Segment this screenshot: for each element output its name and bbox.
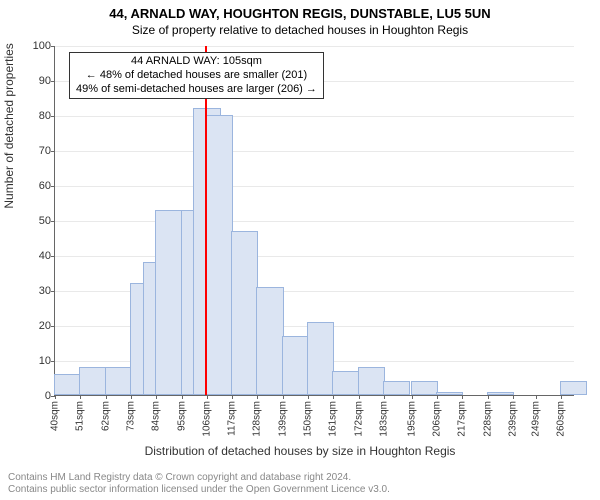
- xtick-mark: [131, 395, 132, 399]
- chart-container: 44, ARNALD WAY, HOUGHTON REGIS, DUNSTABL…: [0, 0, 600, 500]
- xtick-label: 128sqm: [252, 401, 263, 437]
- xtick-label: 260sqm: [556, 401, 567, 437]
- histogram-bar: [383, 381, 410, 395]
- xtick-mark: [412, 395, 413, 399]
- xtick-mark: [333, 395, 334, 399]
- xtick-label: 249sqm: [530, 401, 541, 437]
- xtick-mark: [488, 395, 489, 399]
- ytick-label: 40: [39, 250, 51, 262]
- ytick-mark: [51, 361, 55, 362]
- histogram-bar: [105, 367, 132, 395]
- histogram-bar: [206, 115, 233, 395]
- footer-attribution: Contains HM Land Registry data © Crown c…: [8, 472, 390, 496]
- ytick-mark: [51, 81, 55, 82]
- xtick-label: 183sqm: [379, 401, 390, 437]
- xtick-mark: [536, 395, 537, 399]
- xtick-mark: [437, 395, 438, 399]
- xtick-label: 139sqm: [277, 401, 288, 437]
- y-axis-label: Number of detached properties: [2, 43, 16, 208]
- annotation-line-2: ← 48% of detached houses are smaller (20…: [76, 69, 317, 83]
- xtick-label: 95sqm: [176, 401, 187, 431]
- xtick-mark: [156, 395, 157, 399]
- x-axis-label: Distribution of detached houses by size …: [0, 444, 600, 458]
- xtick-mark: [308, 395, 309, 399]
- xtick-mark: [384, 395, 385, 399]
- xtick-mark: [513, 395, 514, 399]
- gridline: [55, 256, 574, 257]
- xtick-label: 73sqm: [125, 401, 136, 431]
- xtick-label: 228sqm: [482, 401, 493, 437]
- ytick-label: 60: [39, 180, 51, 192]
- xtick-label: 106sqm: [201, 401, 212, 437]
- xtick-label: 62sqm: [100, 401, 111, 431]
- histogram-bar: [231, 231, 258, 396]
- gridline: [55, 46, 574, 47]
- histogram-bar: [436, 392, 463, 396]
- ytick-mark: [51, 186, 55, 187]
- xtick-label: 206sqm: [431, 401, 442, 437]
- xtick-mark: [55, 395, 56, 399]
- xtick-mark: [257, 395, 258, 399]
- ytick-label: 80: [39, 110, 51, 122]
- histogram-bar: [332, 371, 359, 396]
- histogram-bar: [487, 392, 514, 396]
- annotation-line-1: 44 ARNALD WAY: 105sqm: [76, 55, 317, 69]
- xtick-mark: [462, 395, 463, 399]
- histogram-bar: [256, 287, 283, 396]
- histogram-bar: [155, 210, 182, 396]
- xtick-label: 84sqm: [151, 401, 162, 431]
- xtick-label: 117sqm: [227, 401, 238, 436]
- annotation-line-3: 49% of semi-detached houses are larger (…: [76, 83, 317, 97]
- ytick-label: 10: [39, 355, 51, 367]
- ytick-label: 30: [39, 285, 51, 297]
- gridline: [55, 151, 574, 152]
- ytick-label: 70: [39, 145, 51, 157]
- xtick-label: 51sqm: [75, 401, 86, 431]
- xtick-mark: [359, 395, 360, 399]
- xtick-mark: [232, 395, 233, 399]
- xtick-label: 40sqm: [50, 401, 61, 431]
- xtick-label: 195sqm: [406, 401, 417, 437]
- xtick-label: 172sqm: [353, 401, 364, 437]
- xtick-mark: [561, 395, 562, 399]
- xtick-label: 161sqm: [328, 401, 339, 437]
- footer-line-2: Contains public sector information licen…: [8, 484, 390, 496]
- ytick-mark: [51, 256, 55, 257]
- ytick-label: 90: [39, 75, 51, 87]
- ytick-mark: [51, 326, 55, 327]
- chart-title-sub: Size of property relative to detached ho…: [0, 21, 600, 37]
- histogram-bar: [560, 381, 587, 395]
- ytick-label: 20: [39, 320, 51, 332]
- ytick-label: 50: [39, 215, 51, 227]
- ytick-mark: [51, 151, 55, 152]
- gridline: [55, 186, 574, 187]
- histogram-bar: [54, 374, 81, 395]
- xtick-label: 239sqm: [507, 401, 518, 437]
- histogram-bar: [79, 367, 106, 395]
- gridline: [55, 221, 574, 222]
- ytick-label: 100: [33, 40, 51, 52]
- histogram-bar: [282, 336, 309, 396]
- ytick-mark: [51, 116, 55, 117]
- xtick-mark: [207, 395, 208, 399]
- histogram-bar: [411, 381, 438, 395]
- ytick-mark: [51, 291, 55, 292]
- xtick-mark: [283, 395, 284, 399]
- histogram-bar: [307, 322, 334, 396]
- xtick-mark: [106, 395, 107, 399]
- annotation-box: 44 ARNALD WAY: 105sqm ← 48% of detached …: [69, 52, 324, 99]
- histogram-bar: [358, 367, 385, 395]
- xtick-mark: [182, 395, 183, 399]
- xtick-mark: [80, 395, 81, 399]
- chart-title-main: 44, ARNALD WAY, HOUGHTON REGIS, DUNSTABL…: [0, 0, 600, 21]
- footer-line-1: Contains HM Land Registry data © Crown c…: [8, 472, 390, 484]
- ytick-mark: [51, 46, 55, 47]
- xtick-label: 150sqm: [303, 401, 314, 437]
- ytick-mark: [51, 221, 55, 222]
- xtick-label: 217sqm: [457, 401, 468, 437]
- gridline: [55, 116, 574, 117]
- chart-plot-area: 010203040506070809010040sqm51sqm62sqm73s…: [54, 46, 574, 396]
